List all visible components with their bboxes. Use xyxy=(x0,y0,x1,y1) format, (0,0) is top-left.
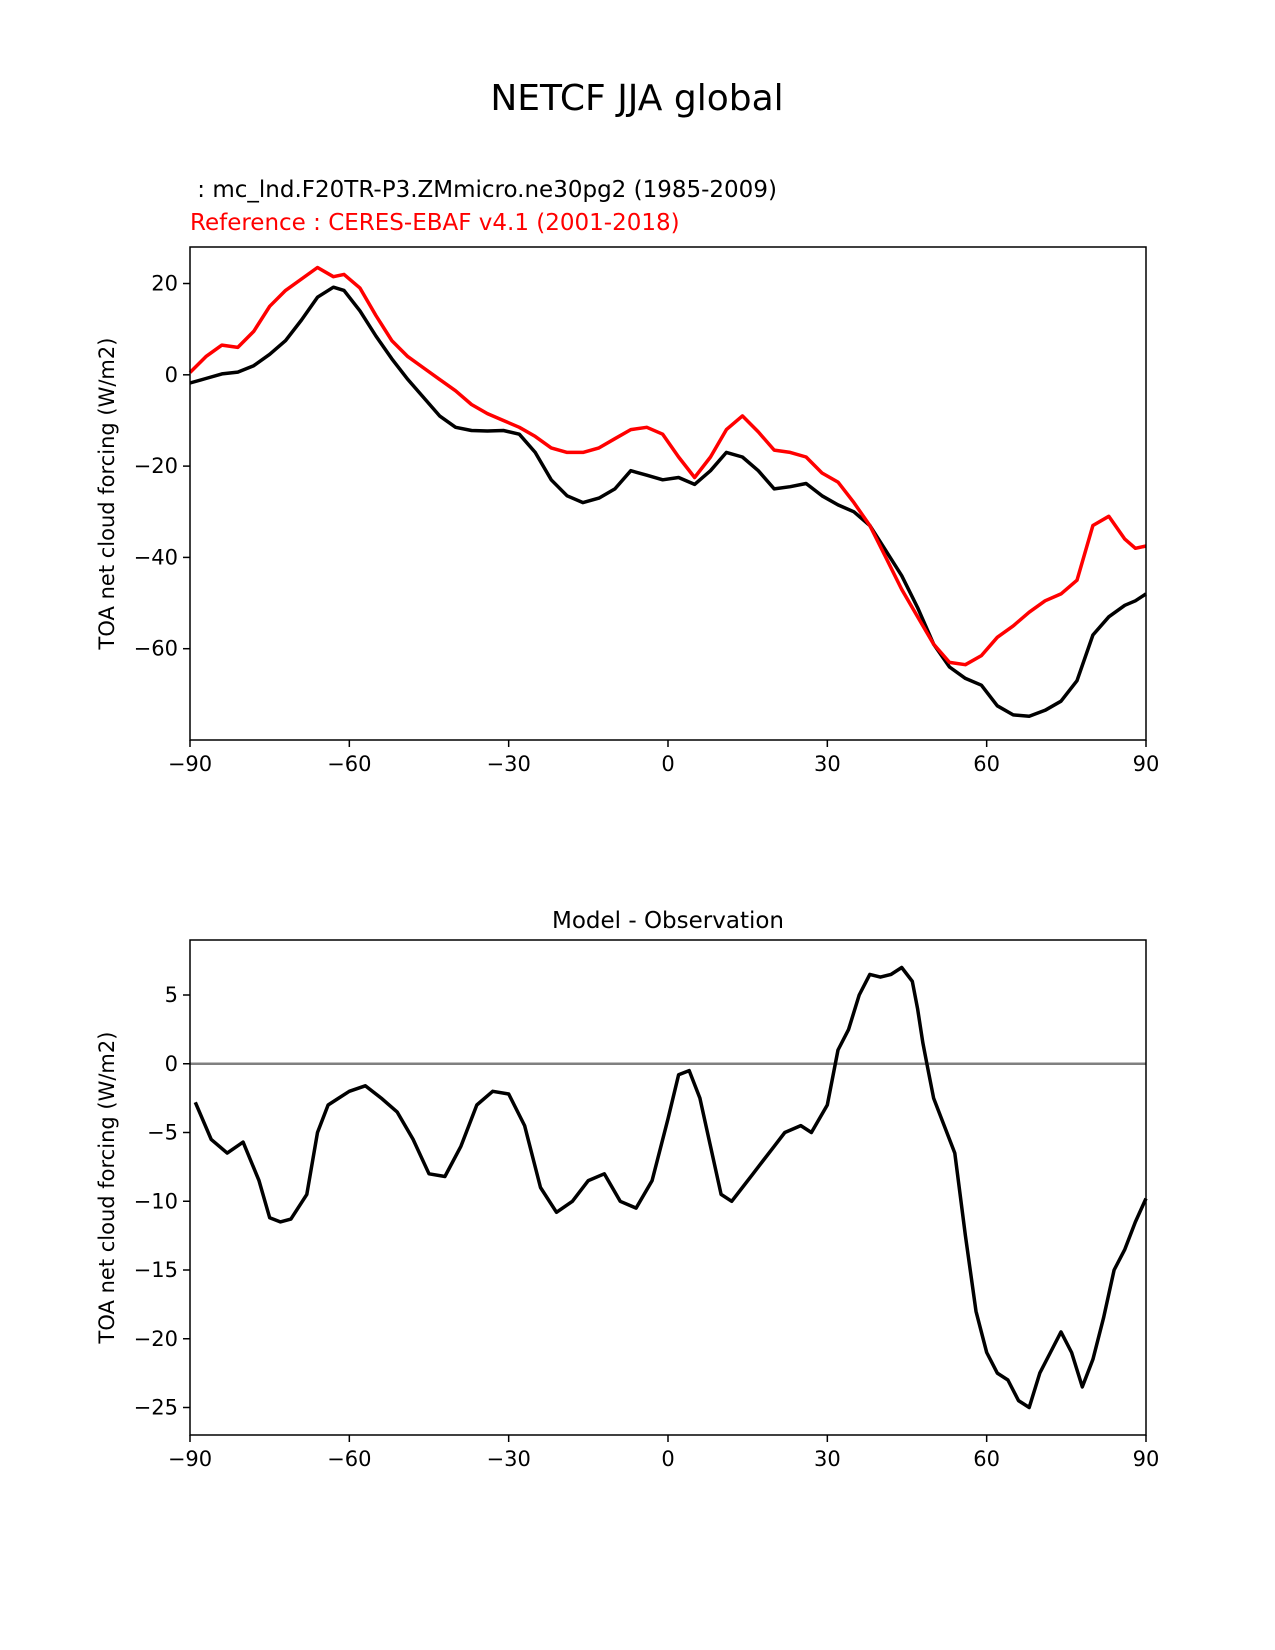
bottom-x-tick-label: −90 xyxy=(168,1447,212,1471)
top-x-tick-label: 30 xyxy=(814,752,841,776)
figure-title: NETCF JJA global xyxy=(490,78,783,119)
top-y-axis-label: TOA net cloud forcing (W/m2) xyxy=(95,338,119,651)
bottom-x-tick-label: 0 xyxy=(661,1447,674,1471)
bottom-x-tick-label: −30 xyxy=(487,1447,531,1471)
top-y-tick-label: 20 xyxy=(151,272,178,296)
bottom-axes-frame xyxy=(189,939,1147,1436)
bottom-series-line-difference xyxy=(193,965,1148,1410)
top-x-tick-label: 0 xyxy=(661,752,674,776)
top-y-tick-label: −60 xyxy=(134,637,178,661)
top-axes-frame xyxy=(189,246,1147,741)
bottom-y-tick-label: −20 xyxy=(134,1327,178,1351)
top-x-tick-label: −90 xyxy=(168,752,212,776)
bottom-y-tick-label: −5 xyxy=(147,1121,178,1145)
bottom-x-tick-label: 60 xyxy=(973,1447,1000,1471)
top-x-tick-label: 90 xyxy=(1133,752,1160,776)
top-x-tick-label: 60 xyxy=(973,752,1000,776)
bottom-panel-title: Model - Observation xyxy=(552,908,784,934)
top-y-tick-label: 0 xyxy=(165,363,178,387)
bottom-y-axis-label: TOA net cloud forcing (W/m2) xyxy=(95,1032,119,1345)
bottom-y-tick-label: 0 xyxy=(165,1052,178,1076)
model-label: : mc_lnd.F20TR-P3.ZMmicro.ne30pg2 (1985-… xyxy=(190,177,777,203)
reference-label: Reference : CERES-EBAF v4.1 (2001-2018) xyxy=(190,210,680,236)
top-panel: −90 −60 −30 0 30 60 90 20 0 −20 −40 −60 TOA net clou… xyxy=(95,246,1160,776)
top-series-line-model xyxy=(189,285,1147,719)
bottom-y-tick-label: 5 xyxy=(165,983,178,1007)
bottom-panel: Model - Observation −90 −60 −30 0 30 60 90 5 0 −5 −… xyxy=(95,908,1159,1471)
top-y-tick-label: −40 xyxy=(134,545,178,569)
bottom-y-tick-label: −25 xyxy=(134,1396,178,1420)
bottom-x-tick-label: −60 xyxy=(327,1447,371,1471)
top-x-tick-label: −60 xyxy=(327,752,371,776)
top-x-tick-label: −30 xyxy=(487,752,531,776)
bottom-y-tick-label: −15 xyxy=(134,1258,178,1282)
bottom-y-tick-label: −10 xyxy=(134,1189,178,1213)
top-series-line-reference xyxy=(188,265,1147,667)
top-y-tick-label: −20 xyxy=(134,454,178,478)
bottom-x-tick-label: 90 xyxy=(1133,1447,1160,1471)
bottom-x-tick-label: 30 xyxy=(814,1447,841,1471)
